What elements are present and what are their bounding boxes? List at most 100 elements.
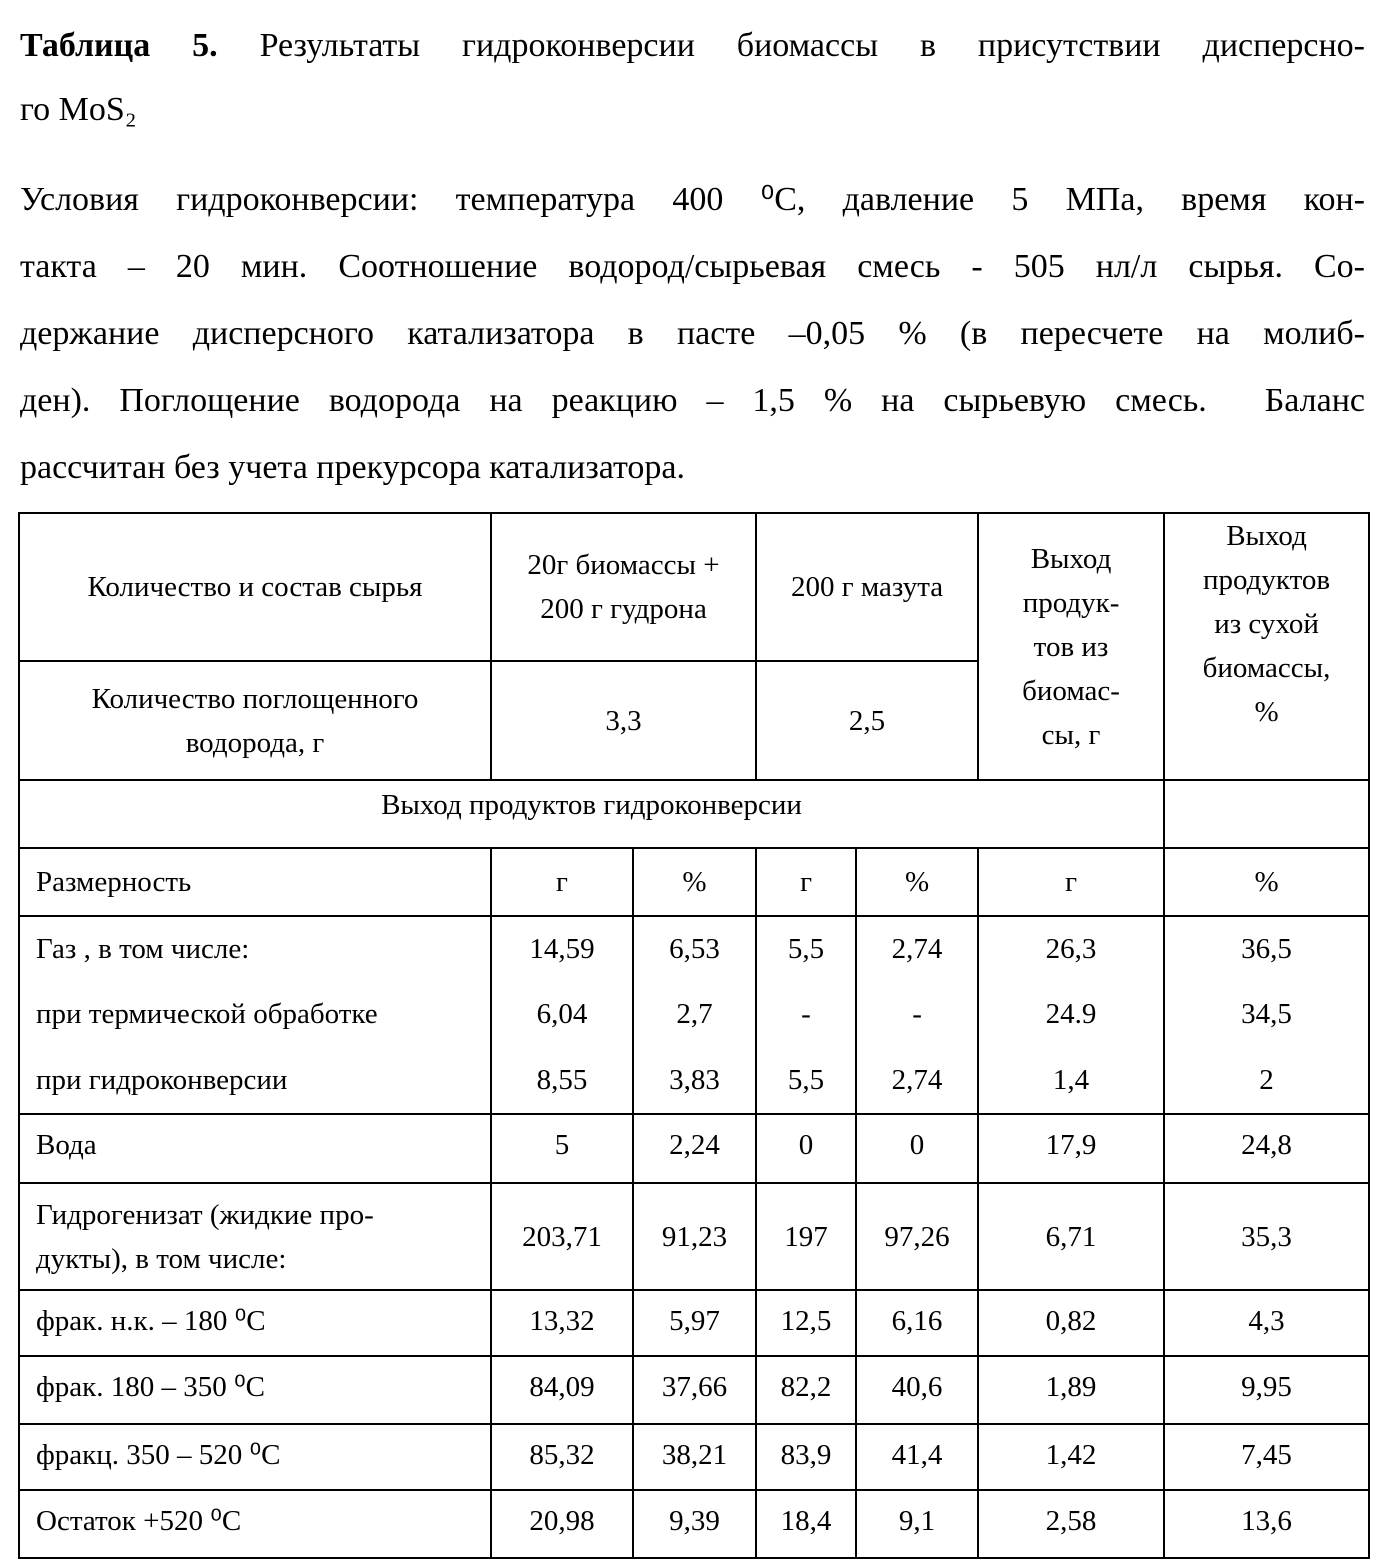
title-line: Таблица 5. Результаты гидроконверсии био… xyxy=(20,14,1365,78)
cell: 41,4 xyxy=(856,1424,978,1490)
cell: 6,16 xyxy=(856,1290,978,1356)
cell: 8,55 xyxy=(491,1048,633,1114)
header-row: Количество и состав сырья 20г биомассы +… xyxy=(19,513,1369,661)
cell: 9,1 xyxy=(856,1490,978,1558)
cell: 91,23 xyxy=(633,1183,756,1290)
units-row: Размерностьг%г%г% xyxy=(19,848,1369,916)
conditions-line: такта – 20 мин. Соотношение водород/сырь… xyxy=(20,233,1365,300)
cell: 97,26 xyxy=(856,1183,978,1290)
title-text: Результаты гидроконверсии биомассы в при… xyxy=(260,27,1365,64)
empty-cell xyxy=(1164,780,1369,848)
cell: 18,4 xyxy=(756,1490,856,1558)
gas-row: при гидроконверсии8,553,835,52,741,42 xyxy=(19,1048,1369,1114)
cell: 5,5 xyxy=(756,1048,856,1114)
cell: 14,59 xyxy=(491,916,633,982)
header-cell: 200 г мазута xyxy=(756,513,978,661)
cell: 9,95 xyxy=(1164,1356,1369,1424)
table-body: Количество и состав сырья 20г биомассы +… xyxy=(19,513,1369,1558)
data-row: Вода52,240017,924,8 xyxy=(19,1114,1369,1183)
cell: - xyxy=(756,982,856,1048)
cell: % xyxy=(856,848,978,916)
cell: 26,3 xyxy=(978,916,1164,982)
cell: 36,5 xyxy=(1164,916,1369,982)
conditions-line: рассчитан без учета прекурсора катализат… xyxy=(20,434,1365,501)
cell: 38,21 xyxy=(633,1424,756,1490)
row-label: при термической обработке xyxy=(19,982,491,1048)
cell: 5,5 xyxy=(756,916,856,982)
cell: 17,9 xyxy=(978,1114,1164,1183)
cell: 4,3 xyxy=(1164,1290,1369,1356)
cell: 24.9 xyxy=(978,982,1164,1048)
conditions: Условия гидроконверсии: температура 400 … xyxy=(20,166,1365,501)
cell: 3,3 xyxy=(491,661,756,780)
cell: 2,7 xyxy=(633,982,756,1048)
cell: 1,4 xyxy=(978,1048,1164,1114)
cell: 6,71 xyxy=(978,1183,1164,1290)
cell: 0,82 xyxy=(978,1290,1164,1356)
cell: 0 xyxy=(756,1114,856,1183)
cell: 6,53 xyxy=(633,916,756,982)
cell: 0 xyxy=(856,1114,978,1183)
data-row: фрак. н.к. – 180 ⁰С13,325,9712,56,160,82… xyxy=(19,1290,1369,1356)
section-row: Выход продуктов гидроконверсии xyxy=(19,780,1369,848)
header-cell: Количество и состав сырья xyxy=(19,513,491,661)
cell: г xyxy=(756,848,856,916)
cell: г xyxy=(491,848,633,916)
cell: % xyxy=(1164,848,1369,916)
gas-row: Газ , в том числе:14,596,535,52,7426,336… xyxy=(19,916,1369,982)
cell: 2 xyxy=(1164,1048,1369,1114)
header-cell: 20г биомассы + 200 г гудрона xyxy=(491,513,756,661)
cell: 2,74 xyxy=(856,1048,978,1114)
row-label: Гидрогенизат (жидкие про- дукты), в том … xyxy=(19,1183,491,1290)
cell: 13,6 xyxy=(1164,1490,1369,1558)
cell: 9,39 xyxy=(633,1490,756,1558)
conditions-line: Условия гидроконверсии: температура 400 … xyxy=(20,166,1365,233)
gas-row: при термической обработке6,042,7--24.934… xyxy=(19,982,1369,1048)
cell: 3,83 xyxy=(633,1048,756,1114)
data-row: Гидрогенизат (жидкие про- дукты), в том … xyxy=(19,1183,1369,1290)
cell: 34,5 xyxy=(1164,982,1369,1048)
title: Таблица 5. Результаты гидроконверсии био… xyxy=(20,14,1365,142)
cell: 35,3 xyxy=(1164,1183,1369,1290)
cell: 40,6 xyxy=(856,1356,978,1424)
cell: 203,71 xyxy=(491,1183,633,1290)
conditions-line: ден). Поглощение водорода на реакцию – 1… xyxy=(20,367,1365,434)
cell: 84,09 xyxy=(491,1356,633,1424)
row-label: Вода xyxy=(19,1114,491,1183)
cell: 2,74 xyxy=(856,916,978,982)
row-label: Размерность xyxy=(19,848,491,916)
cell: 82,2 xyxy=(756,1356,856,1424)
cell: 85,32 xyxy=(491,1424,633,1490)
cell: % xyxy=(633,848,756,916)
cell: 1,42 xyxy=(978,1424,1164,1490)
cell: 5 xyxy=(491,1114,633,1183)
cell: 24,8 xyxy=(1164,1114,1369,1183)
cell: 6,04 xyxy=(491,982,633,1048)
title-line: го MoS₂ xyxy=(20,78,1365,142)
cell: 2,58 xyxy=(978,1490,1164,1558)
cell: 2,24 xyxy=(633,1114,756,1183)
cell: 20,98 xyxy=(491,1490,633,1558)
cell: 83,9 xyxy=(756,1424,856,1490)
row-label: Количество поглощенного водорода, г xyxy=(19,661,491,780)
cell: 5,97 xyxy=(633,1290,756,1356)
row-label: Остаток +520 ⁰С xyxy=(19,1490,491,1558)
header-cell: Выход продук- тов из биомас- сы, г xyxy=(978,513,1164,780)
cell: 13,32 xyxy=(491,1290,633,1356)
row-label: при гидроконверсии xyxy=(19,1048,491,1114)
data-row: фрак. 180 – 350 ⁰С84,0937,6682,240,61,89… xyxy=(19,1356,1369,1424)
cell: 2,5 xyxy=(756,661,978,780)
conditions-line: держание дисперсного катализатора в паст… xyxy=(20,300,1365,367)
row-label: фрак. н.к. – 180 ⁰С xyxy=(19,1290,491,1356)
cell: 1,89 xyxy=(978,1356,1164,1424)
row-label: фрак. 180 – 350 ⁰С xyxy=(19,1356,491,1424)
cell: 12,5 xyxy=(756,1290,856,1356)
row-label: фракц. 350 – 520 ⁰С xyxy=(19,1424,491,1490)
results-table: Количество и состав сырья 20г биомассы +… xyxy=(18,512,1370,1559)
data-row: Остаток +520 ⁰С20,989,3918,49,12,5813,6 xyxy=(19,1490,1369,1558)
row-label: Газ , в том числе: xyxy=(19,916,491,982)
title-label: Таблица 5. xyxy=(20,27,218,64)
cell: 197 xyxy=(756,1183,856,1290)
